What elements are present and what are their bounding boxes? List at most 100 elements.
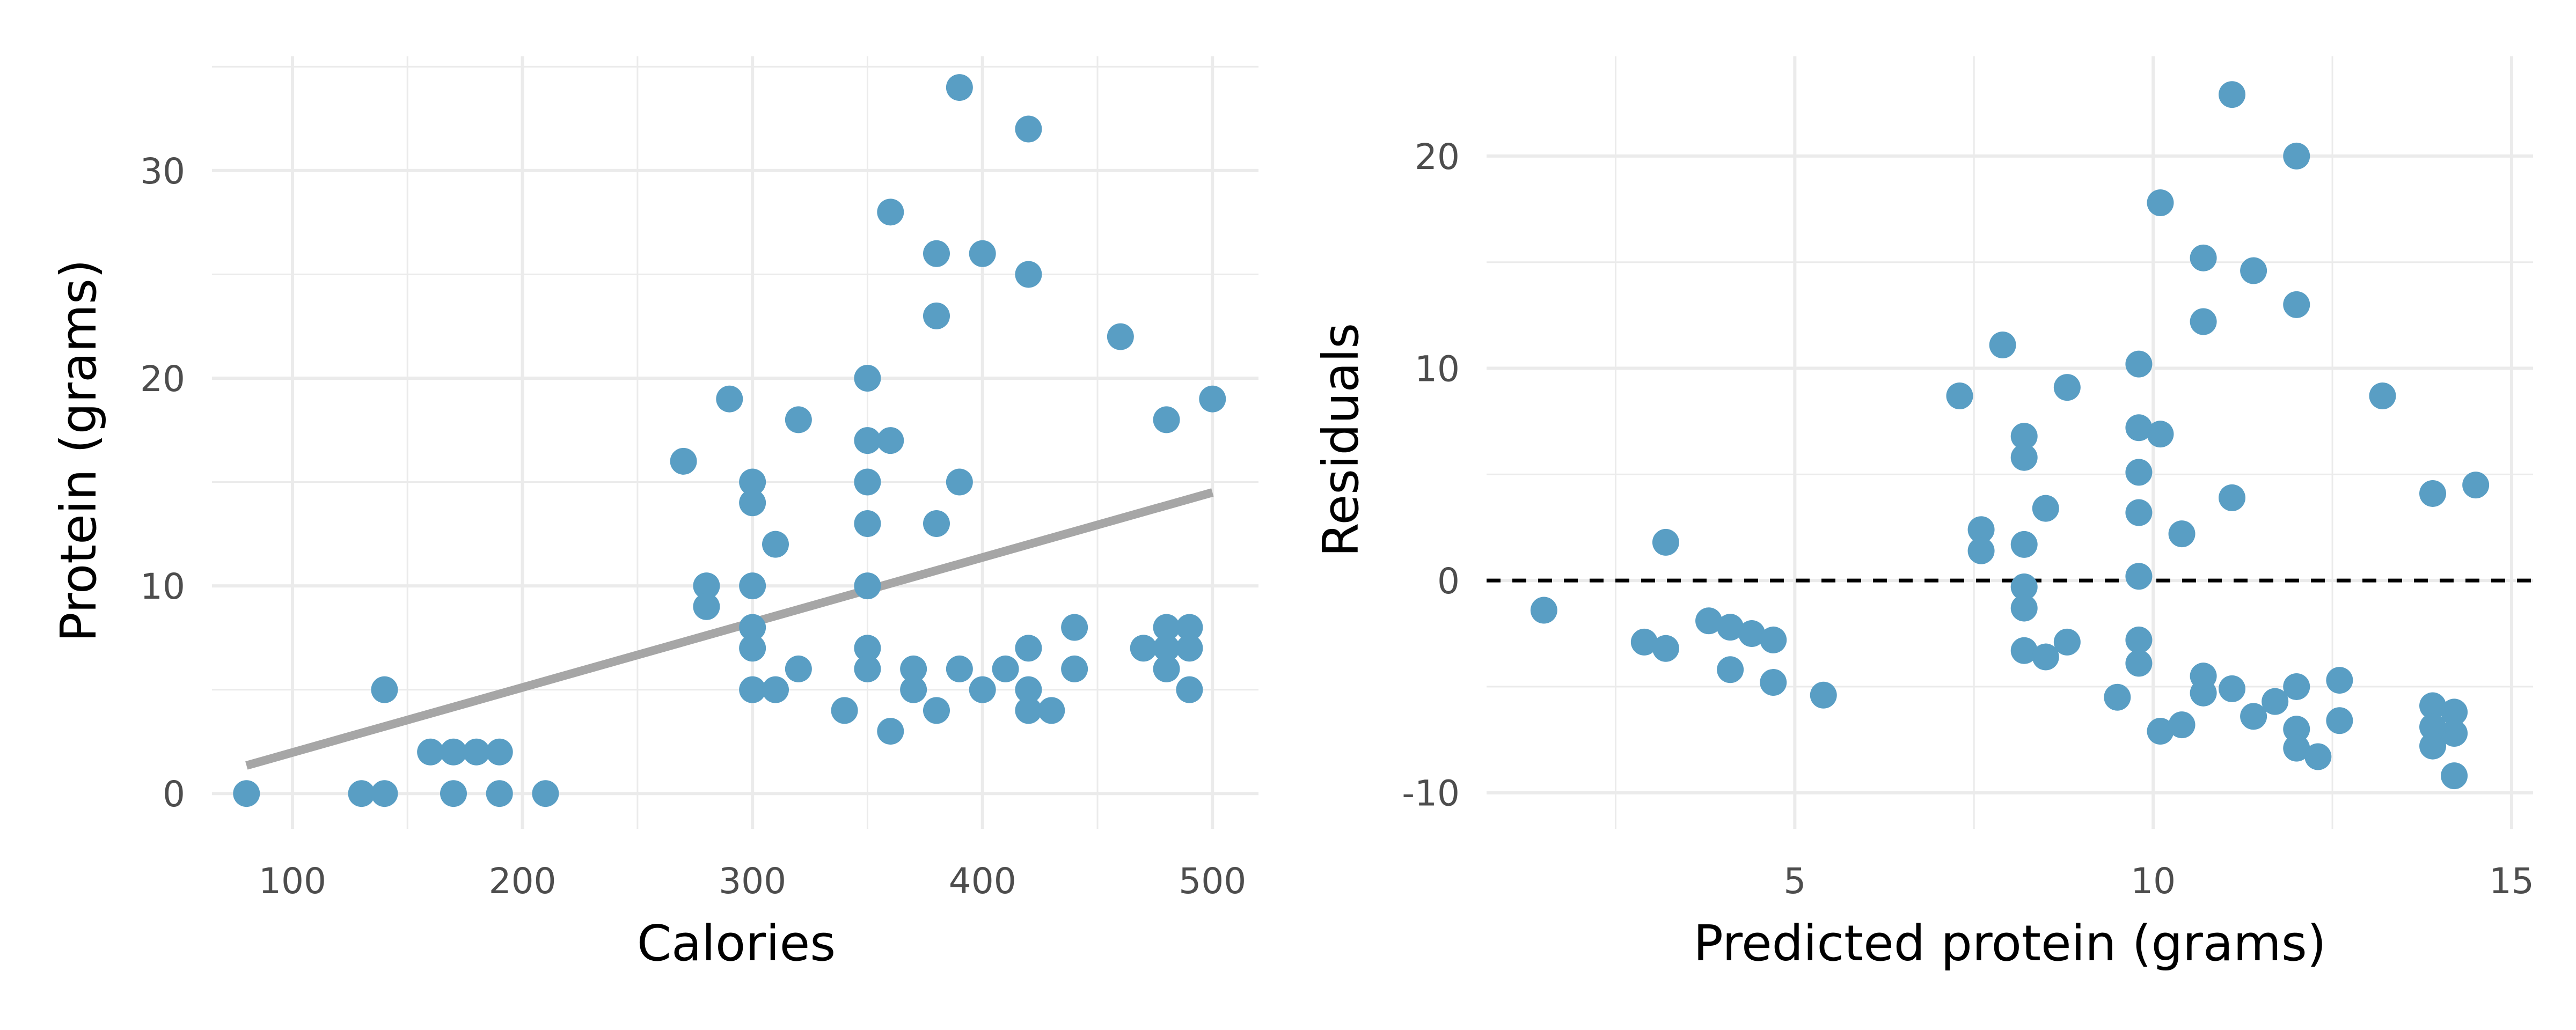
right-data-point xyxy=(2125,499,2153,526)
left-data-point xyxy=(739,572,766,600)
right-data-point xyxy=(2125,459,2153,486)
left-data-point xyxy=(877,718,904,745)
right-data-point xyxy=(2219,484,2246,511)
right-data-point xyxy=(2147,189,2174,216)
left-data-point xyxy=(486,738,513,766)
left-data-point xyxy=(831,697,858,724)
left-data-point xyxy=(233,780,260,807)
right-data-point xyxy=(2441,719,2468,747)
left-data-point xyxy=(739,489,766,517)
right-gridlines xyxy=(1487,56,2533,829)
left-data-point xyxy=(762,676,789,703)
left-data-point xyxy=(946,468,973,496)
right-data-point xyxy=(2240,257,2267,284)
right-data-point xyxy=(2010,573,2038,601)
left-data-point xyxy=(1153,614,1180,641)
right-data-point xyxy=(1717,656,1744,683)
right-x-tick-label: 15 xyxy=(2489,860,2534,902)
left-y-tick-label: 0 xyxy=(163,774,185,815)
left-data-point xyxy=(1015,115,1042,143)
left-data-point xyxy=(1130,635,1157,662)
left-data-point xyxy=(1153,655,1180,682)
left-data-point xyxy=(1153,635,1180,662)
right-data-point xyxy=(2441,698,2468,726)
left-data-point xyxy=(854,427,881,454)
right-y-axis-title: Residuals xyxy=(1312,323,1370,557)
right-data-point xyxy=(2147,718,2174,745)
right-data-point xyxy=(2326,707,2353,734)
left-data-point xyxy=(440,738,467,766)
left-data-point xyxy=(1015,261,1042,288)
right-data-point xyxy=(2010,637,2038,664)
left-data-point xyxy=(900,655,927,682)
right-x-tick-labels: 5 10 15 xyxy=(1783,860,2534,902)
left-data-point xyxy=(1015,676,1042,703)
right-data-point xyxy=(2125,563,2153,590)
right-data-point xyxy=(2419,480,2447,507)
right-data-point xyxy=(1695,607,1723,635)
left-data-point xyxy=(739,635,766,662)
right-data-point xyxy=(1652,635,1679,662)
right-x-tick-label: 5 xyxy=(1783,860,1806,902)
right-data-point xyxy=(2190,663,2217,690)
right-data-point xyxy=(2168,520,2196,548)
right-data-point xyxy=(2032,643,2059,671)
protein-vs-calories-panel: 100 200 300 400 500 0 10 20 30 Calories Protein… xyxy=(50,56,1258,972)
right-data-point xyxy=(1760,669,1787,696)
right-data-point xyxy=(2032,495,2059,522)
left-data-point xyxy=(785,655,812,682)
left-y-tick-label: 10 xyxy=(140,566,185,607)
left-data-point xyxy=(440,780,467,807)
left-data-point xyxy=(923,302,950,329)
right-data-point xyxy=(2010,531,2038,558)
right-data-point xyxy=(2441,762,2468,790)
right-data-point xyxy=(2010,444,2038,471)
left-data-point xyxy=(1176,676,1203,703)
left-data-point xyxy=(946,655,973,682)
right-data-point xyxy=(2125,626,2153,653)
right-data-point xyxy=(2053,374,2081,401)
left-data-point xyxy=(854,655,881,682)
left-data-point xyxy=(739,614,766,641)
left-y-axis-title: Protein (grams) xyxy=(50,259,107,642)
left-data-point xyxy=(854,468,881,496)
right-data-point xyxy=(2219,81,2246,108)
left-data-point xyxy=(992,655,1019,682)
left-data-point xyxy=(532,780,559,807)
right-data-point xyxy=(2053,628,2081,656)
left-data-point xyxy=(463,738,490,766)
right-data-point xyxy=(2262,688,2289,715)
right-data-point xyxy=(1946,382,1973,409)
left-data-point xyxy=(854,365,881,392)
right-data-point xyxy=(2168,711,2196,739)
right-data-point xyxy=(1967,537,1995,564)
right-data-point xyxy=(2104,683,2131,711)
left-x-tick-labels: 100 200 300 400 500 xyxy=(259,860,1246,902)
right-x-tick-label: 10 xyxy=(2131,860,2176,902)
right-data-point xyxy=(2190,244,2217,271)
left-data-point xyxy=(1015,697,1042,724)
left-data-point xyxy=(716,385,743,413)
left-data-point xyxy=(785,406,812,433)
left-y-tick-label: 20 xyxy=(140,358,185,400)
right-data-point xyxy=(1989,332,2016,359)
left-data-point xyxy=(1061,655,1088,682)
right-data-point xyxy=(2369,382,2396,409)
right-data-point xyxy=(2010,594,2038,622)
left-x-axis-title: Calories xyxy=(637,915,836,972)
left-data-point xyxy=(1199,385,1226,413)
right-data-point xyxy=(2240,703,2267,730)
right-data-point xyxy=(1810,681,1837,709)
left-x-tick-label: 200 xyxy=(489,860,557,902)
left-fit-line-layer xyxy=(245,488,1214,770)
right-data-point xyxy=(2010,423,2038,450)
right-data-point xyxy=(2283,291,2310,318)
left-data-point xyxy=(693,572,720,600)
right-data-points xyxy=(1530,81,2490,790)
right-data-point xyxy=(2125,650,2153,677)
left-data-point xyxy=(1038,697,1065,724)
right-x-axis-title: Predicted protein (grams) xyxy=(1693,915,2326,972)
left-data-point xyxy=(486,780,513,807)
left-data-point xyxy=(854,635,881,662)
